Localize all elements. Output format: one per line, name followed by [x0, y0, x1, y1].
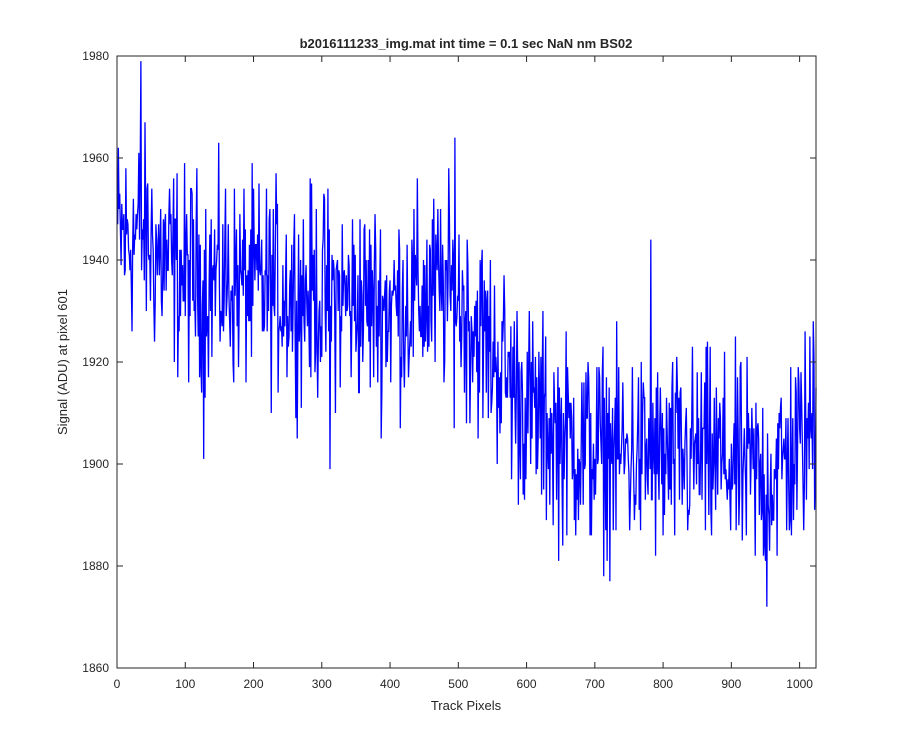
x-tick-label: 700	[585, 677, 605, 691]
x-tick-label: 400	[380, 677, 400, 691]
x-tick-label: 200	[244, 677, 264, 691]
y-tick-label: 1880	[82, 559, 109, 573]
series-line	[117, 61, 817, 607]
y-tick-label: 1920	[82, 355, 109, 369]
y-tick-label: 1980	[82, 49, 109, 63]
x-tick-label: 800	[653, 677, 673, 691]
x-tick-label: 500	[448, 677, 468, 691]
y-tick-label: 1900	[82, 457, 109, 471]
x-tick-label: 300	[312, 677, 332, 691]
y-tick-label: 1860	[82, 661, 109, 675]
x-axis: 0 100 200 300 400 500 600 700 800 900 1000	[114, 56, 813, 691]
data-layer	[117, 61, 817, 607]
x-tick-label: 600	[517, 677, 537, 691]
y-tick-label: 1960	[82, 151, 109, 165]
x-tick-label: 1000	[786, 677, 813, 691]
x-axis-title: Track Pixels	[431, 698, 502, 713]
y-axis: 1860 1880 1900 1920 1940 1960 1980	[82, 49, 816, 675]
y-axis-title: Signal (ADU) at pixel 601	[55, 289, 70, 435]
x-tick-label: 0	[114, 677, 121, 691]
x-tick-label: 900	[721, 677, 741, 691]
y-tick-label: 1940	[82, 253, 109, 267]
chart-title: b2016111233_img.mat int time = 0.1 sec N…	[300, 36, 633, 51]
x-tick-label: 100	[175, 677, 195, 691]
